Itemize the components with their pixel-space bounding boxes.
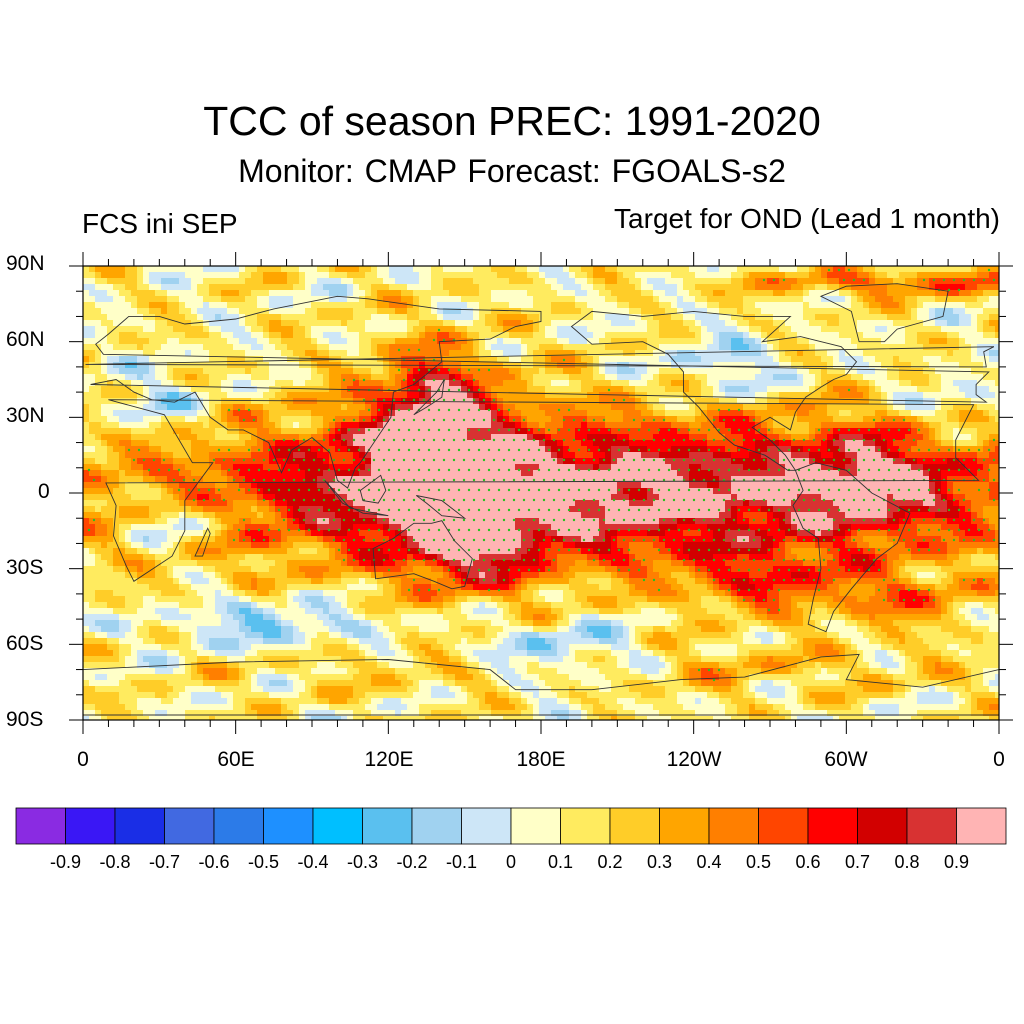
colorbar-box <box>510 807 561 845</box>
lon-label-0: 0 <box>77 748 89 771</box>
correlation-field <box>83 266 999 720</box>
colorbar-label: 0.9 <box>943 852 970 872</box>
lon-label-360: 0 <box>993 748 1005 771</box>
initial-month-label: FCS ini SEP <box>82 208 238 239</box>
lat-label-90s: 90S <box>6 708 44 731</box>
map-title: TCC of season PREC: 1991-2020 <box>203 98 821 144</box>
target-season-label: Target for OND (Lead 1 month) <box>614 203 1000 234</box>
colorbar-box <box>65 807 116 845</box>
colorbar-box <box>411 807 462 845</box>
colorbar-box <box>461 807 512 845</box>
colorbar-label: -0.3 <box>346 852 379 872</box>
colorbar-label: -0.1 <box>445 852 478 872</box>
lat-label-eq: 0 <box>38 480 50 503</box>
colorbar-label: 0.5 <box>745 852 772 872</box>
lat-label-60n: 60N <box>6 328 45 351</box>
colorbar-label: 0.4 <box>696 852 722 872</box>
colorbar-box <box>114 807 165 845</box>
colorbar-label: -0.9 <box>49 852 82 872</box>
colorbar-box <box>213 807 264 845</box>
colorbar-label: -0.2 <box>396 852 428 872</box>
lon-label-60w: 60W <box>824 748 868 771</box>
colorbar-label: -0.7 <box>148 852 181 872</box>
coastlines <box>83 283 999 716</box>
colorbar-box <box>857 807 908 845</box>
colorbar-box <box>15 807 66 845</box>
colorbar-label: 0.1 <box>547 852 574 872</box>
significance-stippling <box>87 268 996 682</box>
colorbar-box <box>956 807 1007 845</box>
lat-label-90n: 90N <box>6 252 45 275</box>
colorbar-box <box>164 807 215 845</box>
colorbar-label: 0.3 <box>646 852 673 872</box>
colorbar-box <box>560 807 611 845</box>
colorbar-label: 0 <box>505 852 516 872</box>
lon-label-120e: 120E <box>364 748 414 771</box>
colorbar-label: -0.6 <box>198 852 230 872</box>
colorbar-box <box>312 807 363 845</box>
lat-label-60s: 60S <box>6 632 44 655</box>
colorbar-box <box>807 807 858 845</box>
colorbar-label: 0.6 <box>795 852 821 872</box>
colorbar-box <box>659 807 710 845</box>
colorbar-box <box>263 807 314 845</box>
colorbar-label: -0.4 <box>297 852 329 872</box>
map-subtitle: Monitor: CMAP Forecast: FGOALS-s2 <box>238 153 786 189</box>
lat-label-30s: 30S <box>6 556 44 579</box>
axis-ticks <box>69 252 1013 734</box>
colorbar-box <box>609 807 660 845</box>
colorbar-label: 0.8 <box>894 852 920 872</box>
colorbar-label: -0.5 <box>247 852 280 872</box>
colorbar-box <box>906 807 957 845</box>
colorbar-label: 0.2 <box>597 852 623 872</box>
lat-label-30n: 30N <box>6 404 45 427</box>
lon-label-180e: 180E <box>516 748 566 771</box>
lon-label-60e: 60E <box>217 748 255 771</box>
colorbar-box <box>362 807 413 845</box>
colorbar <box>15 807 1007 845</box>
colorbar-label: 0.7 <box>844 852 871 872</box>
lon-label-120w: 120W <box>666 748 722 771</box>
colorbar-box <box>708 807 759 845</box>
colorbar-label: -0.8 <box>99 852 131 872</box>
colorbar-box <box>758 807 809 845</box>
